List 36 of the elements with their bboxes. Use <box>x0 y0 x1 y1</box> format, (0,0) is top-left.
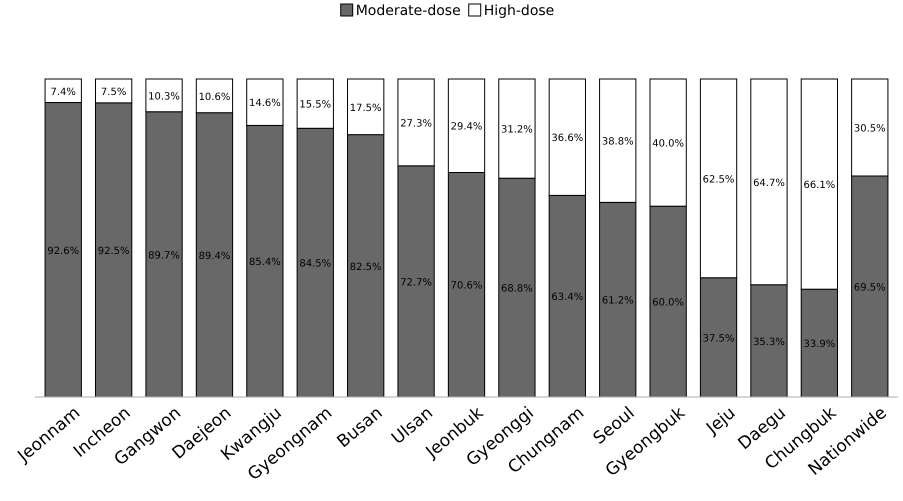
data-label: 17.5% <box>350 102 382 114</box>
data-label: 7.5% <box>100 86 126 98</box>
data-label: 27.3% <box>400 118 432 130</box>
data-label: 30.5% <box>854 123 886 134</box>
data-label: 37.5% <box>702 333 734 344</box>
data-label: 89.7% <box>148 250 180 262</box>
data-label: 36.6% <box>551 133 584 144</box>
data-label: 84.5% <box>299 258 332 270</box>
data-label: 64.7% <box>753 178 785 189</box>
data-label: 35.3% <box>753 336 785 348</box>
data-label: 40.0% <box>652 138 684 150</box>
data-label: 69.5% <box>854 282 886 294</box>
data-label: 63.4% <box>551 292 584 304</box>
data-label: 66.1% <box>803 180 836 192</box>
data-label: 89.4% <box>198 250 230 262</box>
legend-label: Moderate-dose <box>356 3 461 19</box>
data-label: 10.3% <box>148 91 180 102</box>
data-label: 15.5% <box>299 100 332 111</box>
data-label: 7.4% <box>50 86 76 98</box>
data-label: 85.4% <box>248 257 281 268</box>
data-label: 70.6% <box>450 280 482 292</box>
data-label: 61.2% <box>602 296 634 307</box>
data-label: 68.8% <box>501 284 533 295</box>
data-label: 33.9% <box>803 339 836 350</box>
data-label: 92.6% <box>47 246 80 257</box>
data-label: 14.6% <box>248 98 281 110</box>
data-label: 62.5% <box>702 174 734 186</box>
data-label: 92.5% <box>98 246 130 257</box>
data-label: 72.7% <box>400 277 432 288</box>
data-label: 38.8% <box>602 136 634 148</box>
legend-label: High-dose <box>484 3 554 19</box>
data-label: 82.5% <box>350 262 382 273</box>
data-label: 31.2% <box>501 124 533 136</box>
data-label: 29.4% <box>450 122 482 133</box>
data-label: 10.6% <box>198 92 230 103</box>
data-label: 60.0% <box>652 298 684 309</box>
